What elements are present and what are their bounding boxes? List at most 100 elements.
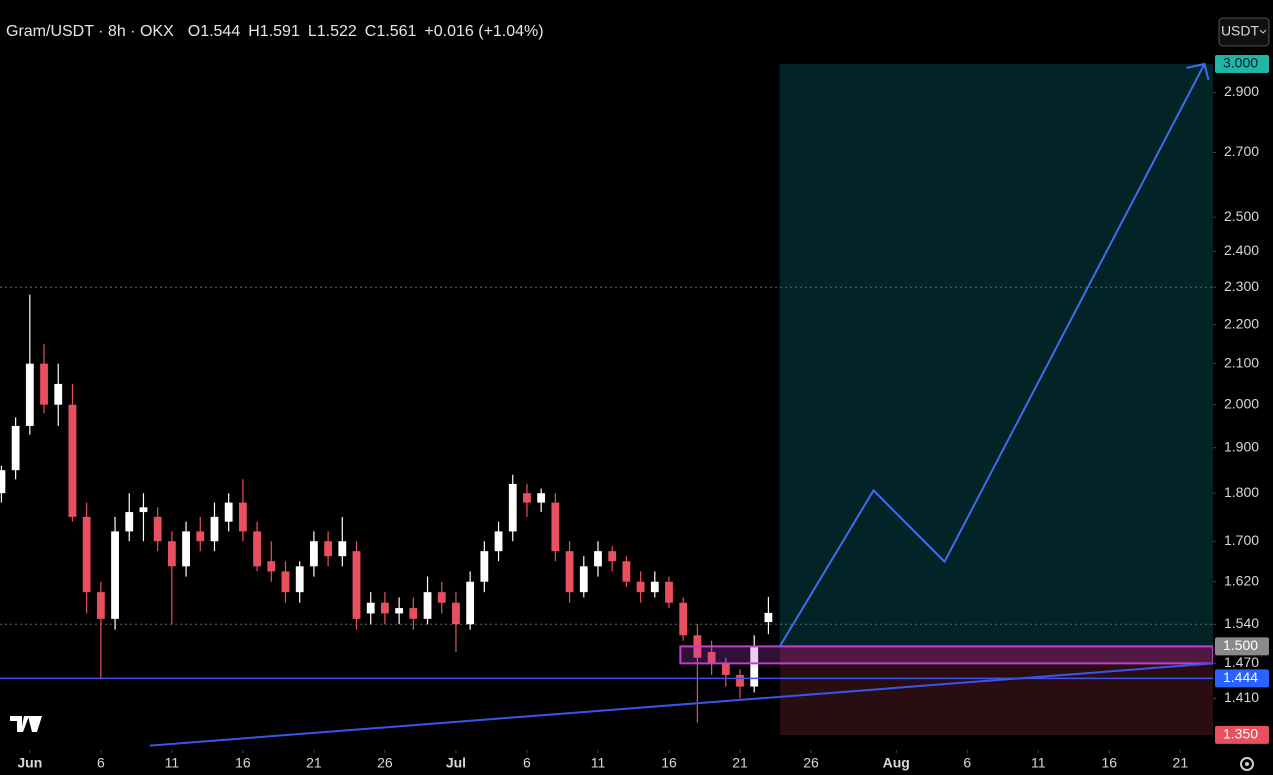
x-tick-label: 11: [591, 755, 606, 771]
candle-body: [281, 571, 290, 593]
candle-body: [338, 541, 347, 557]
candle-body: [466, 581, 475, 625]
candle-body: [395, 608, 404, 614]
candle-body: [68, 404, 77, 517]
candle-body: [537, 493, 546, 503]
x-tick-label: 21: [732, 755, 748, 771]
y-tick-label: 2.100: [1224, 354, 1259, 370]
x-tick-label: 6: [523, 755, 531, 771]
candle-body: [452, 602, 460, 625]
y-tick-label: 1.800: [1224, 484, 1259, 500]
candle-body: [523, 493, 531, 503]
legend-item: 1.522: [317, 23, 357, 40]
legend-item: +0.016 (+1.04%): [424, 23, 543, 40]
candle-body: [736, 674, 744, 687]
x-tick-label: 11: [165, 755, 180, 771]
dropdown-icon: [1259, 29, 1267, 34]
currency-button[interactable]: [1218, 17, 1270, 47]
x-tick-label: Aug: [883, 755, 910, 771]
candle-body: [608, 551, 617, 562]
y-tick-label: 1.540: [1224, 615, 1259, 631]
candle-body: [82, 516, 91, 593]
candle-body: [182, 531, 190, 567]
y-tick-label: 1.470: [1224, 654, 1259, 670]
candle-body: [622, 561, 631, 582]
legend: Gram/USDT · 8h · OKX O1.544 H1.591 L1.522 C1…: [6, 23, 544, 40]
candle-body: [111, 531, 119, 619]
candle-body: [54, 383, 63, 405]
legend-item: O: [188, 23, 200, 40]
candles: [0, 294, 773, 723]
y-tick-label: 2.700: [1224, 143, 1259, 159]
candle-body: [750, 646, 759, 687]
candle-body: [267, 561, 276, 572]
candle-body: [665, 581, 673, 603]
x-tick-label: 6: [963, 755, 971, 771]
y-tick-label: 2.300: [1224, 278, 1259, 294]
candle-body: [636, 581, 645, 593]
candle-body: [309, 541, 318, 567]
candle-body: [153, 516, 162, 542]
candle-body: [11, 425, 20, 471]
price-marker-label: 1.350: [1223, 726, 1258, 742]
candle-body: [196, 531, 205, 542]
settings-icon[interactable]: [1240, 757, 1254, 771]
x-tick-label: 16: [235, 755, 251, 771]
x-tick-label: 16: [1102, 755, 1118, 771]
x-tick-label: Jul: [446, 755, 466, 771]
candle-body: [381, 602, 389, 614]
candle-body: [324, 541, 333, 557]
legend-item: H: [248, 23, 260, 40]
candle-body: [494, 531, 503, 552]
candle-body: [480, 551, 489, 582]
legend-item: C: [365, 23, 377, 40]
price-marker-label: 1.444: [1223, 669, 1258, 685]
candle-body: [139, 507, 148, 513]
y-tick-label: 1.410: [1224, 689, 1259, 705]
candle-body: [707, 652, 716, 664]
x-tick-label: 26: [803, 755, 819, 771]
legend-item: 1.561: [376, 23, 416, 40]
tv-logo: [10, 716, 42, 732]
candle-body: [721, 663, 730, 675]
price-marker: [1215, 637, 1269, 656]
candle-body: [253, 531, 261, 567]
candle-body: [551, 502, 560, 552]
target-zone: [779, 63, 1213, 647]
y-tick-label: 1.900: [1224, 438, 1259, 454]
price-marker-label: 1.500: [1223, 637, 1258, 653]
candle-body: [423, 592, 432, 619]
y-tick-label: 2.900: [1224, 83, 1259, 99]
trend-line: [149, 662, 1214, 747]
candle-body: [565, 551, 574, 593]
candle-body: [508, 483, 517, 532]
projection-arrowhead: [1186, 62, 1210, 81]
x-tick-label: Jun: [17, 755, 42, 771]
candle-body: [125, 512, 134, 532]
x-tick-label: 21: [306, 755, 322, 771]
candle-body: [409, 608, 418, 619]
legend-item: Gram/USDT · 8h · OKX: [6, 23, 174, 40]
candle-body: [650, 581, 659, 593]
x-tick-label: 6: [97, 755, 105, 771]
legend-item: L: [308, 23, 317, 40]
x-tick-label: 26: [377, 755, 393, 771]
candle-body: [679, 602, 688, 636]
candle-body: [40, 363, 48, 405]
legend-item: 1.544: [200, 23, 240, 40]
price-marker: [1215, 54, 1269, 73]
y-tick-label: 2.000: [1224, 395, 1259, 411]
price-marker-label: 3.000: [1223, 55, 1258, 71]
support-box: [679, 645, 1214, 665]
y-tick-label: 2.200: [1224, 315, 1259, 331]
currency-label[interactable]: USDT: [1221, 23, 1260, 39]
candle-body: [594, 551, 602, 567]
y-tick-label: 1.620: [1224, 572, 1259, 588]
candle-body: [167, 541, 176, 567]
x-tick-label: 11: [1031, 755, 1046, 771]
candle-body: [224, 502, 233, 522]
zones: [0, 63, 1213, 735]
price-marker: [1215, 669, 1269, 688]
